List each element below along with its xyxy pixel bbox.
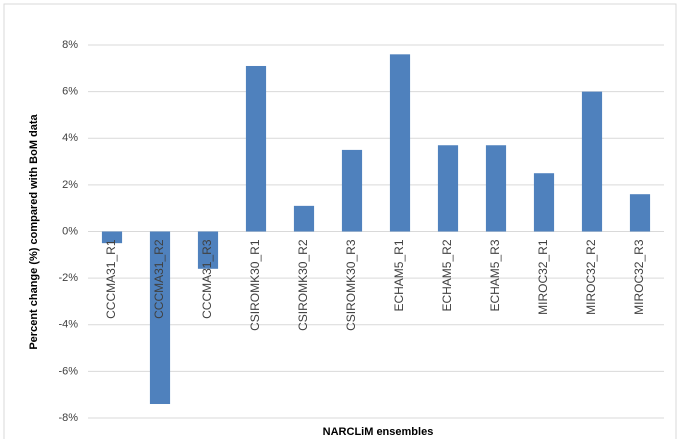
y-tick-label: 2% <box>62 179 78 191</box>
x-tick-label: ECHAM5_R2 <box>440 239 454 311</box>
y-tick-label: 4% <box>62 132 78 144</box>
bar <box>341 149 363 232</box>
y-axis-title: Percent change (%) compared with BoM dat… <box>28 113 40 349</box>
x-tick-label: MIROC32_R2 <box>584 239 598 315</box>
x-tick-label: CCCMA31_R3 <box>200 239 214 319</box>
bar <box>101 231 123 244</box>
y-tick-label: -8% <box>58 412 78 424</box>
y-tick-label: -6% <box>58 365 78 377</box>
bar <box>293 205 315 232</box>
x-tick-label: ECHAM5_R1 <box>392 239 406 311</box>
x-tick-label: ECHAM5_R3 <box>488 239 502 311</box>
bar <box>581 91 603 232</box>
y-tick-label: 8% <box>62 39 78 51</box>
y-tick-label: -2% <box>58 272 78 284</box>
bar <box>533 173 555 232</box>
x-tick-label: MIROC32_R1 <box>536 239 550 315</box>
bar <box>245 65 267 232</box>
y-tick-label: 0% <box>62 225 78 237</box>
x-axis-title: NARCLiM ensembles <box>323 426 434 438</box>
bar <box>629 194 651 232</box>
bar <box>149 231 171 405</box>
bar <box>485 145 507 232</box>
chart-border <box>3 3 677 439</box>
x-tick-label: CSIROMK30_R3 <box>344 239 358 331</box>
y-tick-label: 6% <box>62 86 78 98</box>
bar <box>389 54 411 232</box>
bar <box>437 145 459 232</box>
x-tick-label: CSIROMK30_R1 <box>248 239 262 331</box>
bar <box>197 231 219 269</box>
x-tick-label: CCCMA31_R1 <box>104 239 118 319</box>
x-tick-label: CSIROMK30_R2 <box>296 239 310 331</box>
y-tick-label: -4% <box>58 319 78 331</box>
x-tick-label: MIROC32_R3 <box>632 239 646 315</box>
x-tick-label: CCCMA31_R2 <box>152 239 166 319</box>
